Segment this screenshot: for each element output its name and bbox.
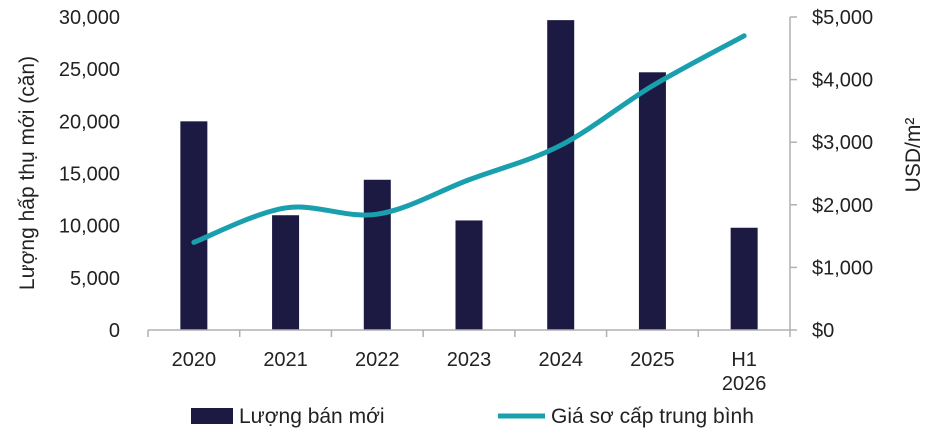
price-line	[191, 33, 747, 245]
left-axis-title: Lượng hấp thụ mới (căn)	[16, 56, 39, 290]
right-tick-label: $4,000	[812, 70, 873, 92]
x-tick-label: 2025	[630, 349, 675, 371]
right-tick-label: $3,000	[812, 132, 873, 154]
x-tick-label: 2023	[447, 349, 492, 371]
x-axis-ticks: 2020 2021 2022 2023 2024 2025 H1 2026	[147, 330, 791, 395]
left-tick-label: 0	[109, 320, 120, 342]
left-tick-label: 20,000	[59, 111, 120, 133]
x-tick-label: 2020	[172, 349, 217, 371]
left-tick-label: 30,000	[59, 7, 120, 29]
bar-series	[180, 20, 758, 331]
right-tick-label: $0	[812, 320, 834, 342]
x-tick-label: H1 2026	[722, 349, 767, 395]
right-tick-label: $5,000	[812, 7, 873, 29]
left-axis-ticks: 0 5,000 10,000 15,000 20,000 25,000 30,000	[59, 7, 120, 342]
bar	[547, 20, 575, 330]
left-tick-label: 15,000	[59, 164, 120, 186]
bar	[180, 121, 208, 330]
right-axis-ticks: $0 $1,000 $2,000 $3,000 $4,000 $5,000	[790, 7, 873, 342]
left-tick-label: 25,000	[59, 59, 120, 81]
left-tick-label: 5,000	[70, 268, 120, 290]
bar	[730, 227, 758, 330]
x-tick-label: 2022	[355, 349, 400, 371]
bar	[272, 215, 300, 330]
x-tick-label: 2021	[263, 349, 308, 371]
x-tick-label: 2024	[538, 349, 583, 371]
right-tick-label: $2,000	[812, 195, 873, 217]
legend-swatch-bar	[191, 408, 233, 424]
legend-label-line: Giá sơ cấp trung bình	[551, 405, 754, 428]
legend: Lượng bán mới Giá sơ cấp trung bình	[191, 405, 754, 428]
bar	[638, 72, 666, 331]
left-tick-label: 10,000	[59, 216, 120, 238]
bar	[455, 220, 483, 330]
right-axis-title: USD/m²	[902, 118, 925, 193]
right-tick-label: $1,000	[812, 257, 873, 279]
bar	[363, 179, 391, 330]
legend-label-bar: Lượng bán mới	[239, 405, 385, 428]
